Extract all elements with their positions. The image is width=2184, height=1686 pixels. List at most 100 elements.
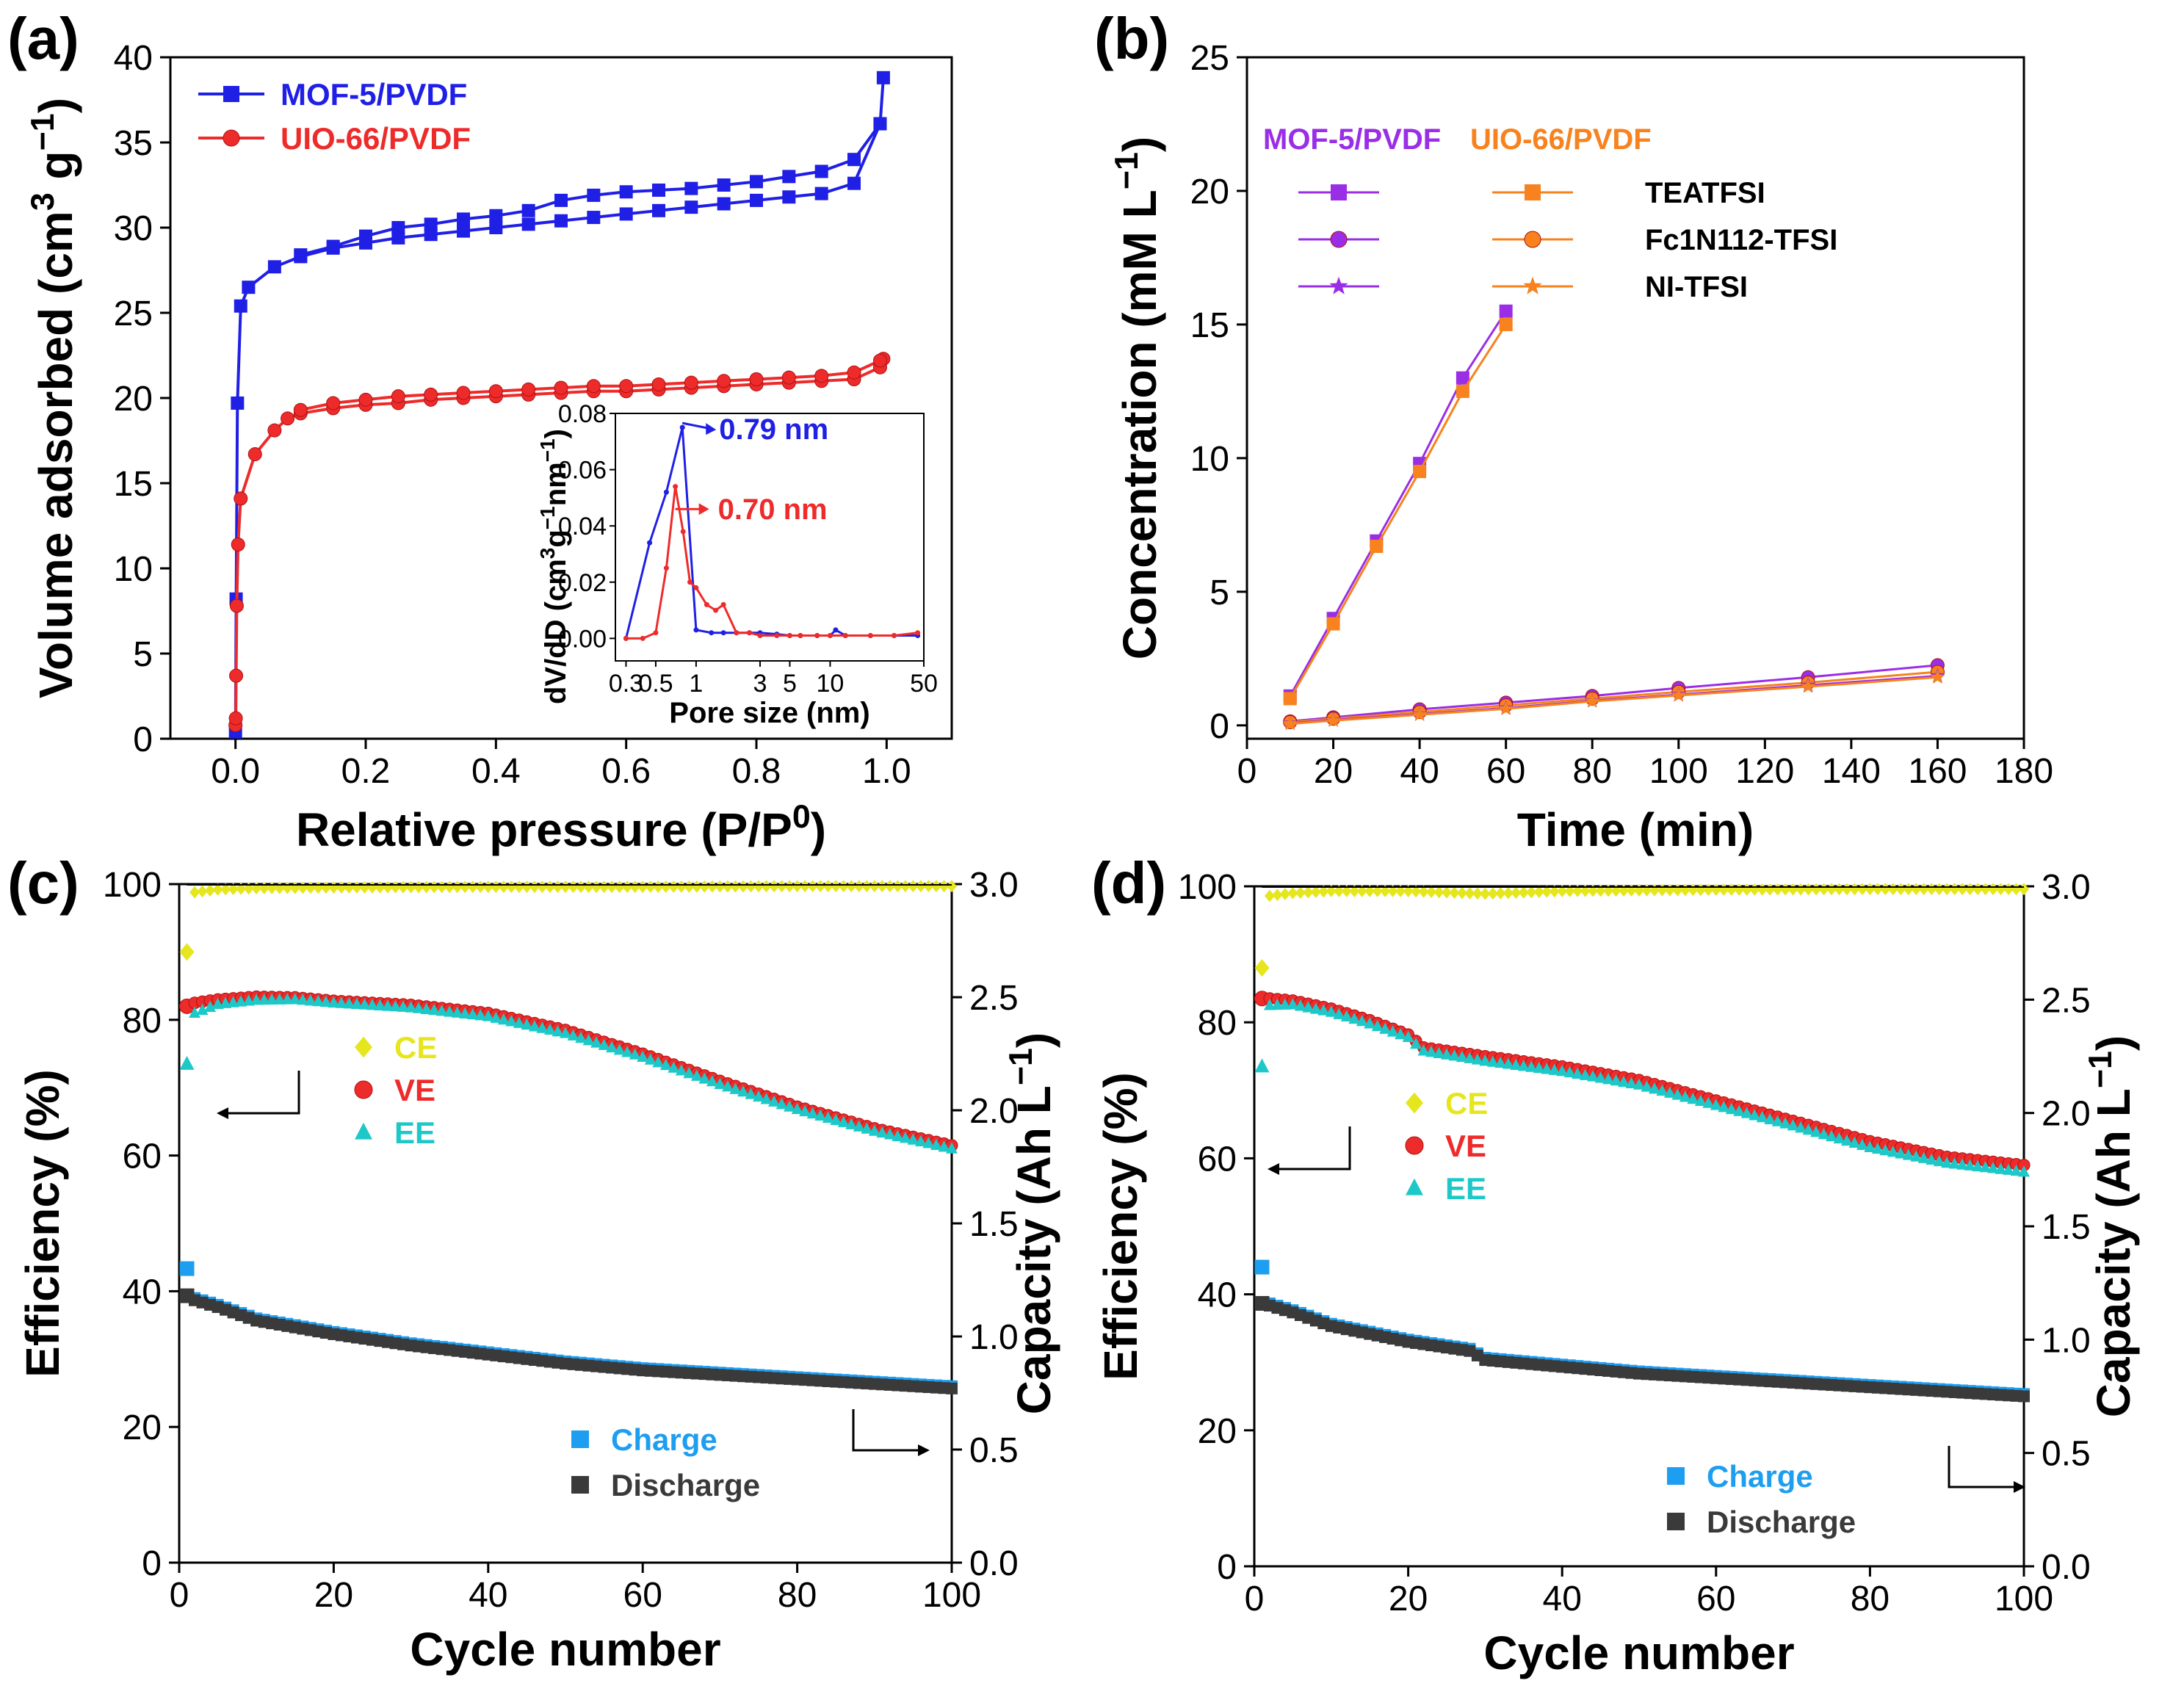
panel-a-point [281, 411, 295, 426]
panel-a-ytick-label: 10 [114, 550, 153, 589]
panel-c-EE-point [814, 1109, 827, 1121]
panel-c-CE-point [452, 880, 463, 894]
panel-c-EE-point [536, 1021, 549, 1033]
panel-d-CE-point [1595, 884, 1606, 897]
panel-c-EE-point [845, 1118, 858, 1129]
panel-d-CE-point [1511, 886, 1522, 900]
panel-c-CE-point [367, 880, 377, 894]
panel-c-CE-point [576, 880, 587, 894]
panel-d-EE-point [1979, 1161, 1992, 1173]
panel-c-EE-point [892, 1129, 904, 1141]
panel-a-point [456, 386, 471, 400]
panel-c-EE-point [598, 1038, 610, 1050]
panel-a-inset-point [720, 630, 726, 636]
panel-a-point [814, 187, 828, 200]
panel-a-point [424, 217, 438, 231]
panel-c-ylabel: Efficiency (%) [16, 1069, 69, 1378]
panel-d-xtick-label: 0 [1245, 1580, 1265, 1618]
panel-c-EE-point [899, 1132, 911, 1143]
panel-c-EE-point [552, 1025, 564, 1037]
panel-a-inset-point [842, 633, 848, 639]
panel-c-legend-text-Charge: Charge [611, 1422, 717, 1457]
panel-a-ytick-label: 15 [114, 465, 153, 504]
panel-c-EE-point [876, 1126, 889, 1138]
panel-a-ylabel-part-2: g [29, 151, 82, 192]
panel-d-EE-point [1725, 1102, 1738, 1115]
panel-c-CE-point [930, 880, 941, 893]
panel-c-EE-point [405, 1001, 417, 1013]
panel-a-point [229, 668, 244, 683]
panel-c-ytick-label: 40 [123, 1273, 162, 1311]
panel-d-CE-point [2011, 883, 2022, 896]
panel-a-point [457, 212, 470, 226]
panel-b-xtick-label: 120 [1735, 752, 1794, 791]
panel-b-series-line-2 [1290, 664, 1938, 723]
panel-c-CE-point [869, 880, 880, 893]
panel-c-EE-point [319, 995, 332, 1007]
panel-a-inset-ytick-label: 0.06 [558, 457, 607, 485]
panel-b-point [1283, 692, 1297, 706]
panel-d-EE-point [1433, 1046, 1445, 1058]
panel-c-legend-marker-VE [354, 1080, 373, 1099]
panel-a-point [750, 175, 763, 189]
panel-d-y2tick-label: 1.0 [2042, 1321, 2091, 1360]
panel-d-EE-point [1771, 1115, 1784, 1126]
panel-d-EE-point [1879, 1144, 1892, 1156]
panel-b-legend-text: TEATFSI [1645, 177, 1765, 209]
panel-d-EE-point [1856, 1138, 1868, 1151]
panel-a-point [872, 353, 887, 368]
panel-a-point [847, 365, 861, 380]
panel-a-point [554, 214, 568, 228]
panel-c-CE-point [467, 880, 478, 894]
panel-c-CE-point [544, 880, 555, 894]
panel-c-CE-first [179, 943, 195, 961]
panel-d-EE-point [1294, 999, 1306, 1011]
panel-d-EE-point [1533, 1061, 1545, 1074]
panel-c-CE-point [900, 880, 911, 893]
panel-a-inset-point [747, 630, 753, 636]
panel-d-CE-point [2003, 883, 2014, 896]
panel-d-EE-point [1902, 1148, 1914, 1160]
panel-c-CE-point [884, 880, 895, 893]
panel-c-CE-point [831, 880, 842, 893]
panel-d-CE-point [1442, 886, 1452, 899]
panel-d-EE-point [1425, 1046, 1438, 1057]
panel-c-CE-point [753, 880, 764, 893]
panel-c-CE-point [513, 880, 524, 894]
panel-c-EE-point [474, 1009, 487, 1021]
panel-c-EE-point [196, 1003, 209, 1015]
panel-a-ytick-label: 40 [114, 39, 153, 78]
panel-c-EE-point [397, 1000, 410, 1012]
panel-d-CE-point [1395, 885, 1406, 897]
panel-b-ylabel-part-2: ) [1113, 137, 1166, 152]
panel-a-point [781, 370, 796, 385]
panel-c-CE-point [421, 880, 432, 894]
panel-d-EE-point [1525, 1060, 1538, 1072]
panel-d-CE-point [1533, 886, 1544, 898]
panel-d-EE-point [1756, 1111, 1768, 1123]
panel-c-EE-point [938, 1140, 950, 1152]
panel-c-EE-point [435, 1005, 448, 1016]
panel-c-legend-marker-EE [355, 1122, 372, 1140]
panel-c-xlabel: Cycle number [410, 1623, 720, 1676]
panel-d-CE-point [1964, 883, 1975, 896]
panel-c-label: (c) [7, 850, 79, 916]
panel-d-y2tick-label: 2.0 [2042, 1095, 2091, 1134]
panel-c-EE-point [304, 994, 317, 1006]
panel-d-EE-point [1556, 1065, 1569, 1077]
panel-d-ytick-label: 60 [1198, 1140, 1237, 1179]
panel-a-point [267, 260, 281, 274]
panel-b-point [1413, 465, 1427, 479]
panel-a-point [326, 239, 340, 253]
panel-a-point [521, 217, 535, 231]
panel-d-CE-point [1380, 885, 1391, 897]
panel-d-EE-point [1740, 1107, 1753, 1118]
panel-c-CE-point [591, 880, 602, 894]
panel-a-point [489, 209, 503, 222]
panel-c-EE-point [853, 1120, 865, 1132]
panel-d-CE-point [1541, 885, 1552, 898]
panel-b-series-line-1 [1289, 324, 1507, 700]
panel-c-legend-text-EE: EE [394, 1115, 435, 1150]
panel-a-point [587, 211, 601, 225]
